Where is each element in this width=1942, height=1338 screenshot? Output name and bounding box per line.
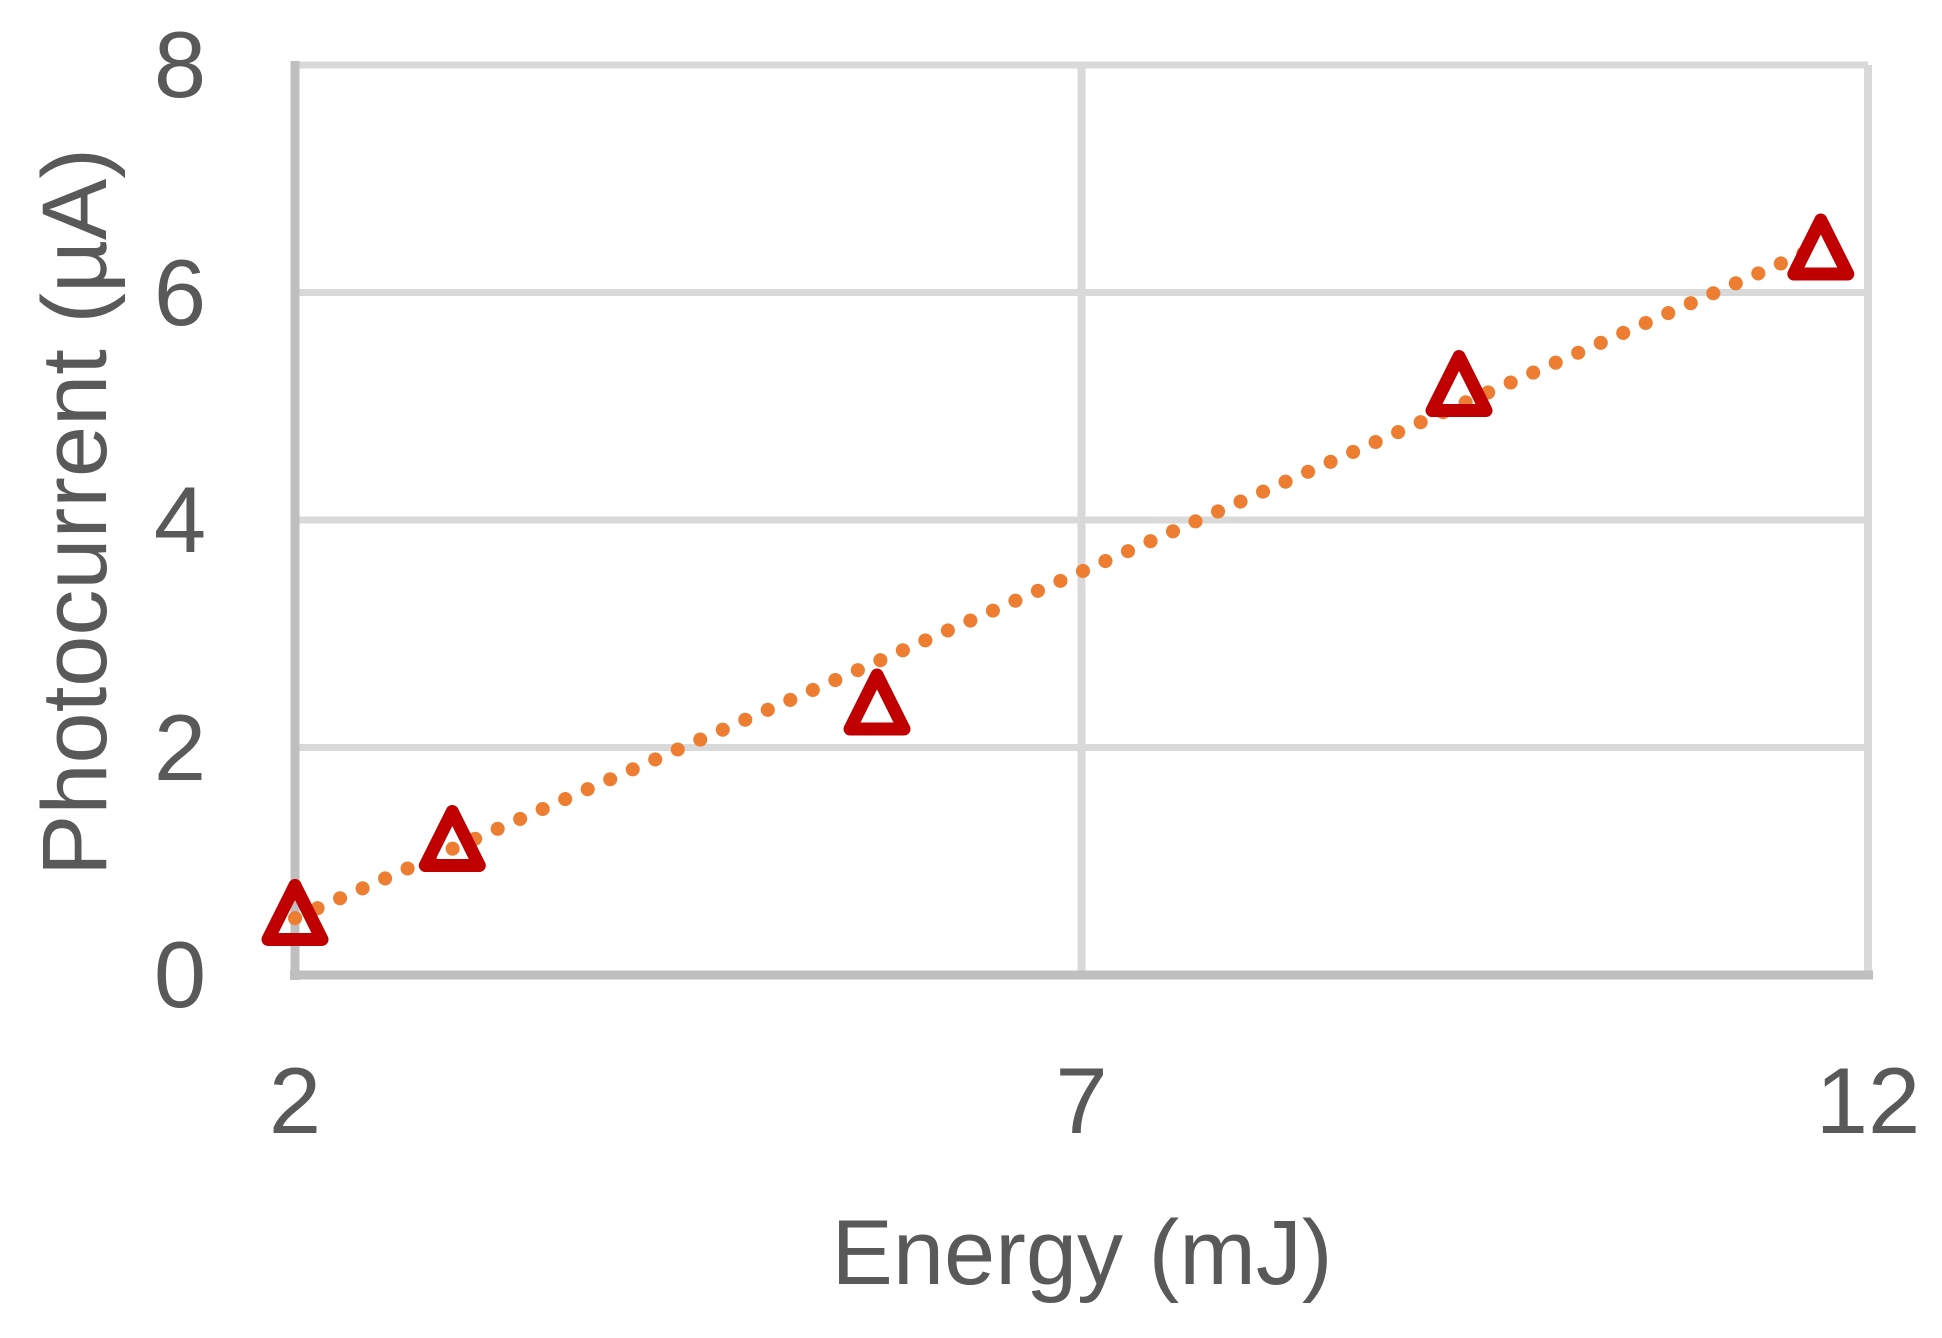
x-tick-label: 2 bbox=[268, 1048, 322, 1153]
y-tick-label: 4 bbox=[153, 467, 207, 572]
x-tick-label: 7 bbox=[1055, 1048, 1108, 1153]
y-tick-label: 6 bbox=[153, 239, 207, 345]
data-point-marker bbox=[843, 668, 911, 736]
x-axis-title: Energy (mJ) bbox=[831, 1202, 1333, 1304]
data-point-marker bbox=[1425, 350, 1493, 417]
y-tick-label: 0 bbox=[153, 922, 207, 1027]
data-point-marker bbox=[1787, 213, 1855, 281]
data-point-marker bbox=[418, 805, 486, 872]
y-axis-title: Photocurrent (µA) bbox=[24, 148, 126, 876]
dotted-trendline bbox=[288, 238, 1828, 926]
y-tick-label: 8 bbox=[153, 12, 207, 117]
y-tick-label: 2 bbox=[153, 694, 207, 800]
x-tick-label: 12 bbox=[1815, 1048, 1921, 1153]
data-point-marker bbox=[261, 878, 329, 946]
